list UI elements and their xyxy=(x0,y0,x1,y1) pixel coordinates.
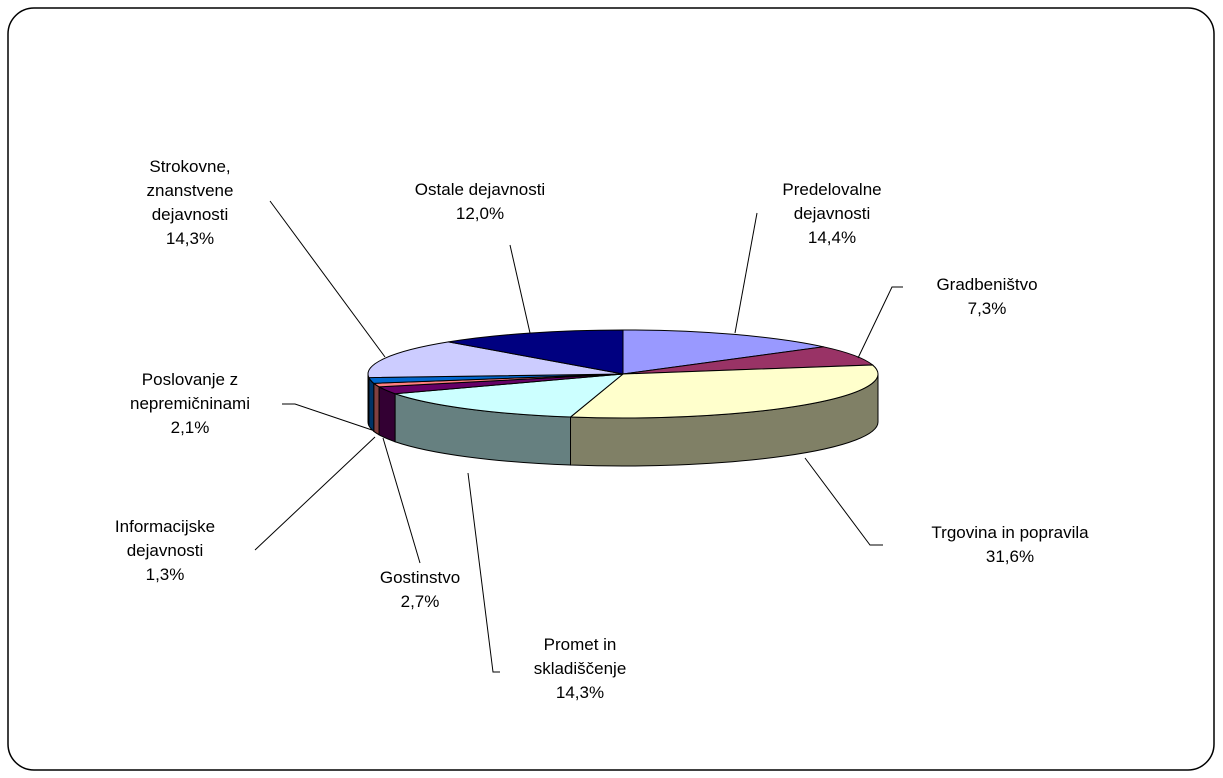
leader-line xyxy=(269,200,386,358)
slice-label: Informacijske dejavnosti 1,3% xyxy=(95,515,235,587)
leader-line xyxy=(467,472,500,673)
value-label: 12,0% xyxy=(455,204,505,223)
category-label: Predelovalne dejavnosti xyxy=(782,180,882,223)
value-label: 31,6% xyxy=(985,547,1035,566)
category-label: Promet in skladiščenje xyxy=(533,635,627,678)
slice xyxy=(394,373,625,418)
category-label: Informacijske dejavnosti xyxy=(114,517,216,560)
slice-label: Ostale dejavnosti 12,0% xyxy=(370,178,590,226)
slice-label: Gradbeništvo 7,3% xyxy=(907,273,1067,321)
leader-line xyxy=(734,212,758,334)
category-label: Poslovanje z nepremičninami xyxy=(130,370,250,413)
slice xyxy=(569,364,879,419)
value-label: 14,3% xyxy=(165,229,215,248)
value-label: 14,3% xyxy=(555,683,605,702)
slice-side xyxy=(368,377,375,433)
slice-label: Gostinstvo 2,7% xyxy=(355,566,485,614)
category-label: Strokovne, znanstvene dejavnosti xyxy=(146,157,234,224)
slice xyxy=(367,341,624,379)
leader-line xyxy=(382,437,421,564)
value-label: 7,3% xyxy=(967,299,1007,318)
slice xyxy=(622,329,824,375)
slice-side xyxy=(373,382,380,436)
value-label: 2,1% xyxy=(170,418,210,437)
slice-label: Trgovina in popravila 31,6% xyxy=(875,521,1145,569)
leader-line xyxy=(282,403,373,431)
slice-label: Strokovne, znanstvene dejavnosti 14,3% xyxy=(133,155,248,251)
category-label: Trgovina in popravila xyxy=(931,523,1089,542)
slice-label: Predelovalne dejavnosti 14,4% xyxy=(767,178,897,250)
leader-line xyxy=(509,244,531,334)
value-label: 1,3% xyxy=(145,565,185,584)
slice-side xyxy=(367,373,370,426)
category-label: Gostinstvo xyxy=(379,568,461,587)
value-label: 14,4% xyxy=(807,228,857,247)
slice xyxy=(448,329,624,375)
category-label: Gradbeništvo xyxy=(936,275,1038,294)
value-label: 2,7% xyxy=(400,592,440,611)
slice-label: Promet in skladiščenje 14,3% xyxy=(515,633,645,705)
leader-line xyxy=(254,436,376,551)
category-label: Ostale dejavnosti xyxy=(414,180,546,199)
slice-side xyxy=(378,385,396,443)
leader-line xyxy=(857,286,903,359)
leader-line xyxy=(804,457,883,546)
slice-label: Poslovanje z nepremičninami 2,1% xyxy=(110,368,270,440)
